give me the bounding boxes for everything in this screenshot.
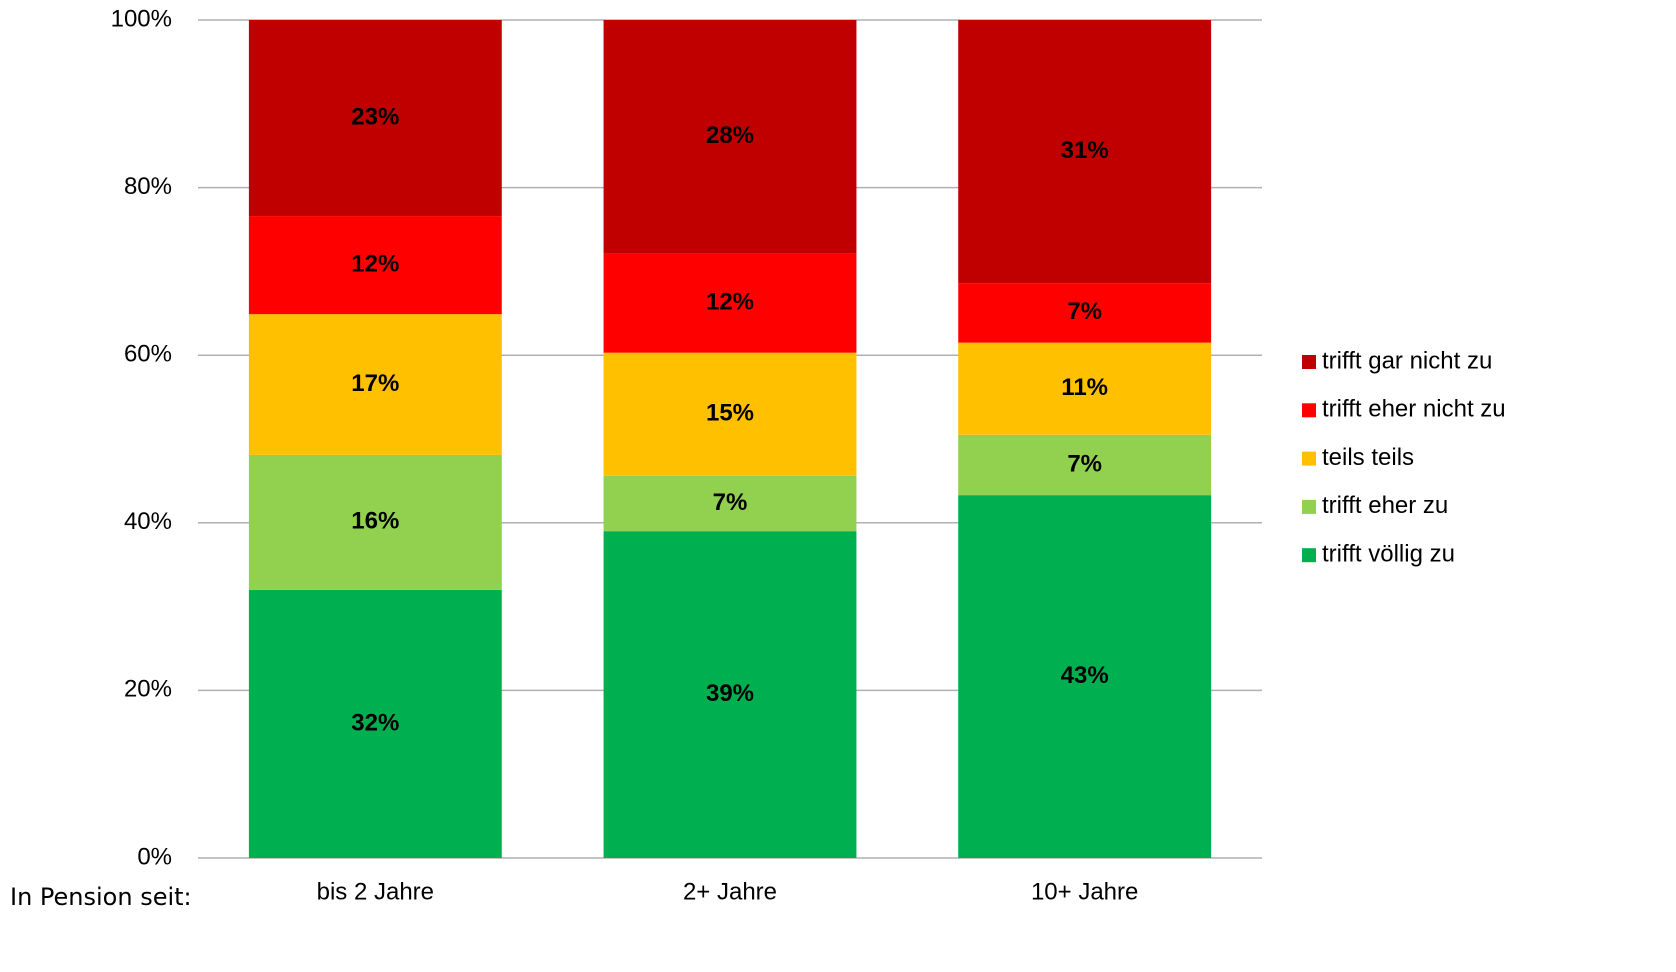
x-tick-label: 2+ Jahre <box>683 878 777 905</box>
data-label: 23% <box>351 103 399 130</box>
legend-swatch <box>1302 499 1316 514</box>
y-tick-label: 80% <box>124 173 172 200</box>
y-tick-label: 20% <box>124 676 172 703</box>
bar-segment <box>248 216 502 315</box>
data-label: 12% <box>351 250 399 277</box>
data-label: 32% <box>351 709 399 736</box>
legend-label: teils teils <box>1322 444 1414 471</box>
bar-segment <box>603 352 857 476</box>
legend-swatch <box>1302 548 1316 563</box>
data-label: 28% <box>706 122 754 149</box>
legend-label: trifft gar nicht zu <box>1322 347 1492 374</box>
x-tick-label: bis 2 Jahre <box>317 878 434 905</box>
data-label: 12% <box>706 289 754 316</box>
bar-segment <box>603 253 857 353</box>
data-label: 15% <box>706 400 754 427</box>
bar-segment <box>958 20 1212 284</box>
legend-swatch <box>1302 355 1316 369</box>
y-tick-label: 0% <box>137 843 172 870</box>
bar-segment <box>248 589 502 858</box>
y-tick-label: 100% <box>111 5 172 32</box>
bar-segment <box>958 495 1212 858</box>
data-label: 11% <box>1061 374 1108 401</box>
bar-segment <box>248 20 502 217</box>
data-label: 43% <box>1061 662 1109 689</box>
legend-label: trifft eher nicht zu <box>1322 396 1506 423</box>
legend-label: trifft völlig zu <box>1322 541 1455 568</box>
bar-segment <box>603 20 857 254</box>
x-tick-label: 10+ Jahre <box>1031 878 1138 905</box>
bar-segment <box>248 314 502 455</box>
bar-segment <box>958 342 1212 435</box>
data-label: 39% <box>706 680 754 707</box>
y-tick-label: 60% <box>124 341 172 368</box>
bar-segment <box>248 454 502 590</box>
bar-segment <box>958 434 1212 496</box>
y-tick-label: 40% <box>124 508 172 535</box>
x-axis-label: In Pension seit: <box>10 883 192 911</box>
data-label: 7% <box>1067 450 1102 477</box>
bar-segment <box>958 283 1212 343</box>
data-label: 7% <box>713 489 748 516</box>
legend-label: trifft eher zu <box>1322 492 1448 519</box>
bar-segment <box>603 475 857 532</box>
legend-swatch <box>1302 451 1316 466</box>
data-label: 31% <box>1061 137 1109 164</box>
legend-swatch <box>1302 403 1316 418</box>
data-label: 7% <box>1067 298 1102 325</box>
data-label: 16% <box>351 508 399 535</box>
bar-segment <box>603 531 857 858</box>
data-label: 17% <box>351 370 399 397</box>
